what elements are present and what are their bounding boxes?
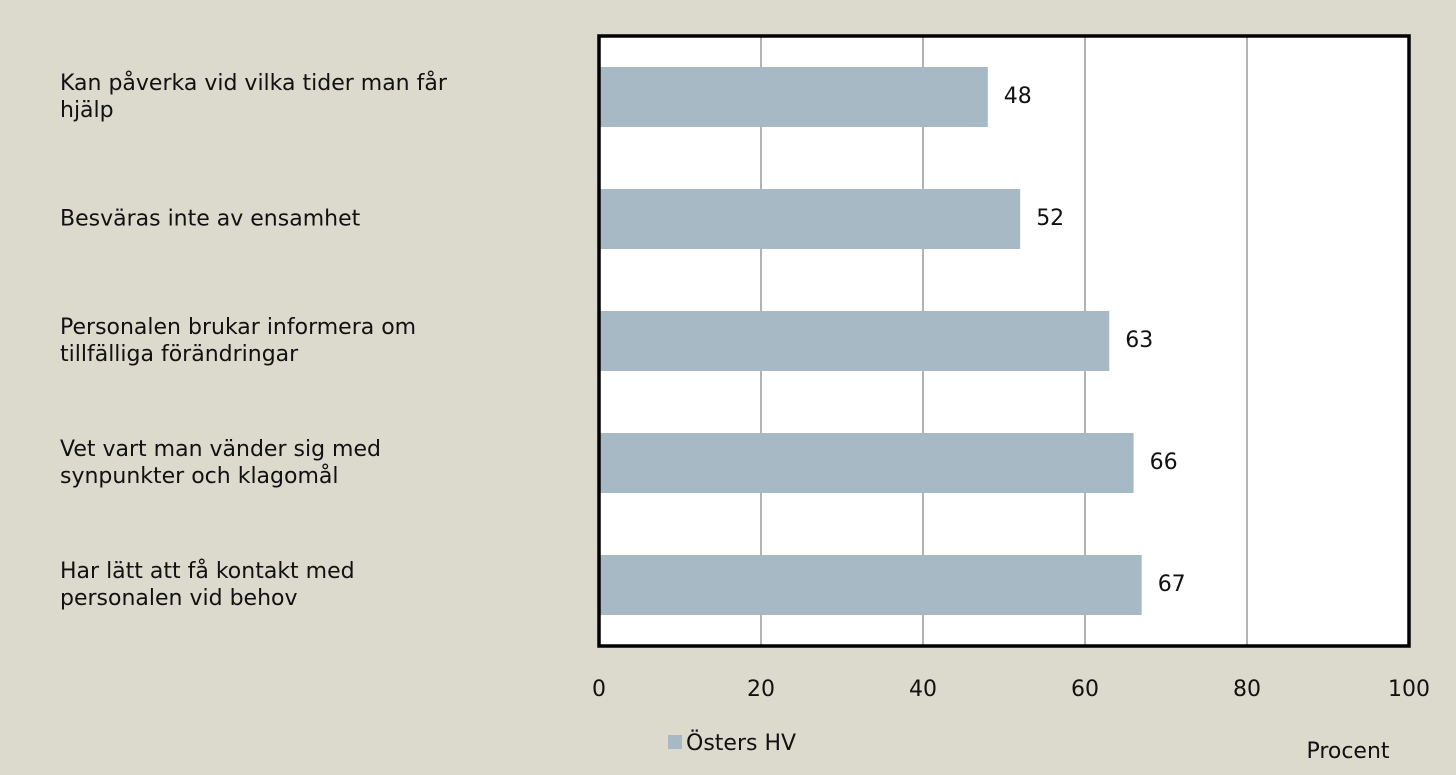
legend-label: Östers HV [686,730,796,756]
x-tick-label: 60 [1071,677,1099,702]
y-tick-label: Vet vart man vänder sig med synpunkter o… [60,437,381,489]
y-tick-label: Besväras inte av ensamhet [60,206,361,232]
bar [599,433,1134,493]
data-label: 52 [1036,206,1064,231]
data-label: 48 [1004,84,1032,109]
data-label: 66 [1150,450,1178,475]
data-label: 67 [1158,572,1186,597]
plot-border [597,34,1411,648]
y-tick-label: Kan påverka vid vilka tider man får hjäl… [60,71,447,123]
data-label: 63 [1125,328,1153,353]
legend-swatch [668,735,682,749]
x-axis-label: Procent [1306,739,1389,764]
x-tick-label: 100 [1388,677,1430,702]
y-tick-label: Har lätt att få kontakt med personalen v… [60,559,355,611]
y-tick-label: Personalen brukar informera om tillfälli… [60,315,417,367]
x-tick-label: 80 [1233,677,1261,702]
x-tick-label: 40 [909,677,937,702]
bar [599,67,988,127]
x-tick-label: 20 [747,677,775,702]
bar [599,189,1021,249]
bar [599,555,1142,615]
bar [599,311,1110,371]
x-tick-label: 0 [592,677,606,702]
